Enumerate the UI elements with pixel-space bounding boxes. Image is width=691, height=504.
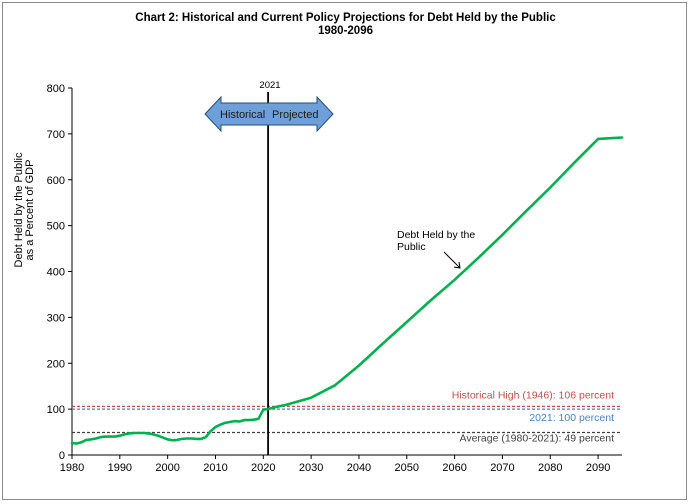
reference-line-label: Historical High (1946): 106 percent <box>452 389 614 401</box>
series-layer <box>70 136 624 445</box>
arrow-label-projected: Projected <box>272 109 318 121</box>
reference-line-label: 2021: 100 percent <box>529 412 614 424</box>
y-tick-label: 300 <box>47 312 65 324</box>
x-tick-label: 2030 <box>299 462 323 474</box>
x-tick-label: 2080 <box>538 462 562 474</box>
chart-frame <box>2 2 687 500</box>
x-tick-label: 2070 <box>490 462 514 474</box>
reference-line-label: Average (1980-2021): 49 percent <box>460 433 615 445</box>
y-axis-label-line2: as a Percent of GDP <box>24 160 36 261</box>
chart-title: Chart 2: Historical and Current Policy P… <box>135 12 556 24</box>
overlay-layer: Historical Projected 2021 Debt Held by t… <box>204 80 475 269</box>
x-tick-label: 2050 <box>395 462 419 474</box>
x-tick-label: 1990 <box>108 462 132 474</box>
y-axis-label-line1: Debt Held by the Public <box>13 152 25 267</box>
chart-title-block: Chart 2: Historical and Current Policy P… <box>0 12 691 38</box>
x-tick-label: 2060 <box>442 462 466 474</box>
arrow-label-historical: Historical <box>220 109 265 121</box>
series-annotation-line2: Public <box>397 241 426 253</box>
y-tick-label: 100 <box>47 404 65 416</box>
x-tick-label: 2000 <box>155 462 179 474</box>
divider-year-label: 2021 <box>259 80 280 91</box>
y-tick-label: 600 <box>47 175 65 187</box>
chart-subtitle: 1980-2096 <box>318 25 373 37</box>
x-tick-label: 2090 <box>586 462 610 474</box>
x-tick-label: 1980 <box>60 462 84 474</box>
y-tick-label: 800 <box>47 83 65 95</box>
y-tick-label: 200 <box>47 358 65 370</box>
x-tick-label: 2020 <box>251 462 275 474</box>
y-tick-label: 400 <box>47 267 65 279</box>
historical-projected-arrow <box>204 95 334 133</box>
series-annotation-line1: Debt Held by the <box>397 229 475 241</box>
y-tick-label: 0 <box>59 450 65 462</box>
x-tick-label: 2040 <box>347 462 371 474</box>
y-tick-label: 500 <box>47 221 65 233</box>
annotation-arrow <box>443 251 461 269</box>
axes: 0 100 200 300 400 500 600 700 800 1980 1990 2000 201… <box>47 83 622 474</box>
reference-lines: Historical High (1946): 106 percent 2021:… <box>72 92 622 455</box>
series-line-debt-held-by-public <box>70 136 624 445</box>
x-tick-label: 2010 <box>203 462 227 474</box>
y-tick-label: 700 <box>47 129 65 141</box>
